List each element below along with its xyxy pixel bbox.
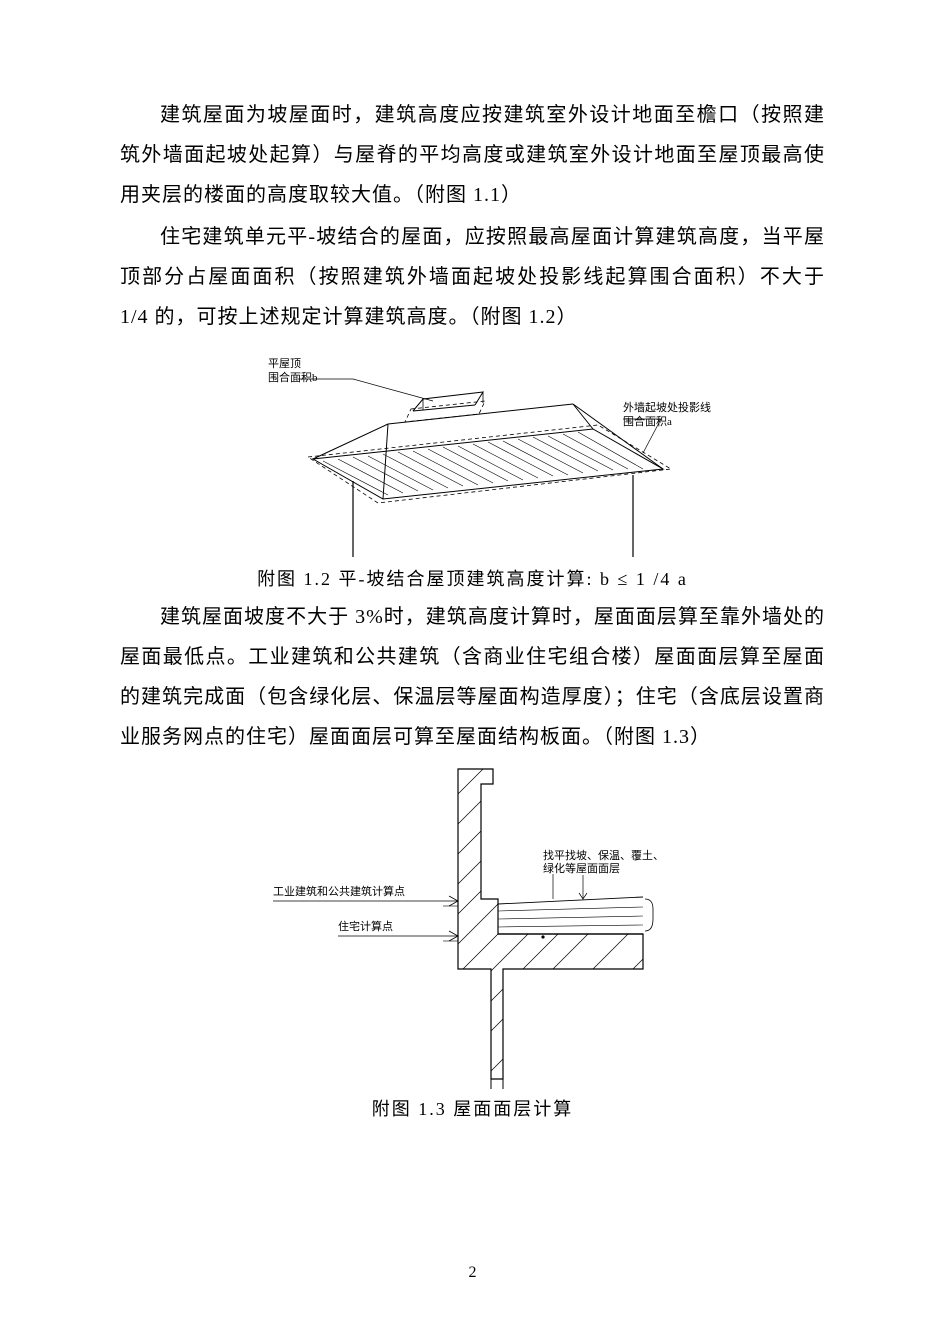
fig13-label-right2: 绿化等屋面面层 (543, 861, 620, 875)
figure-1-3-svg: 工业建筑和公共建筑计算点 住宅计算点 找平找坡、保温、覆土、 绿化等屋面面层 (243, 759, 703, 1089)
paragraph-2: 住宅建筑单元平-坡结合的屋面，应按照最高屋面计算建筑高度，当平屋顶部分占屋面面积… (120, 217, 825, 337)
page-number: 2 (0, 1264, 945, 1282)
fig12-label-left1: 平屋顶 (268, 357, 301, 370)
figure-1-2-caption: 附图 1.2 平-坡结合屋顶建筑高度计算: b ≤ 1 /4 a (257, 565, 688, 591)
fig13-label-left1: 工业建筑和公共建筑计算点 (273, 884, 405, 898)
fig12-label-right1: 外墙起坡处投影线 (623, 400, 711, 414)
fig13-label-right1: 找平找坡、保温、覆土、 (543, 848, 664, 862)
figure-1-2-svg: 平屋顶 围合面积b 外墙起坡处投影线 围合面积a (223, 339, 723, 559)
fig12-label-left2: 围合面积b (268, 370, 318, 384)
fig12-label-right2: 围合面积a (623, 414, 672, 428)
paragraph-1: 建筑屋面为坡屋面时，建筑高度应按建筑室外设计地面至檐口（按照建筑外墙面起坡处起算… (120, 95, 825, 215)
fig13-label-left2: 住宅计算点 (338, 919, 393, 933)
figure-1-3: 工业建筑和公共建筑计算点 住宅计算点 找平找坡、保温、覆土、 绿化等屋面面层 附… (120, 759, 825, 1127)
paragraph-3: 建筑屋面坡度不大于 3%时，建筑高度计算时，屋面面层算至靠外墙处的屋面最低点。工… (120, 597, 825, 757)
figure-1-2: 平屋顶 围合面积b 外墙起坡处投影线 围合面积a 附图 1.2 平-坡结合屋顶建… (120, 339, 825, 597)
figure-1-3-caption: 附图 1.3 屋面面层计算 (372, 1095, 574, 1121)
